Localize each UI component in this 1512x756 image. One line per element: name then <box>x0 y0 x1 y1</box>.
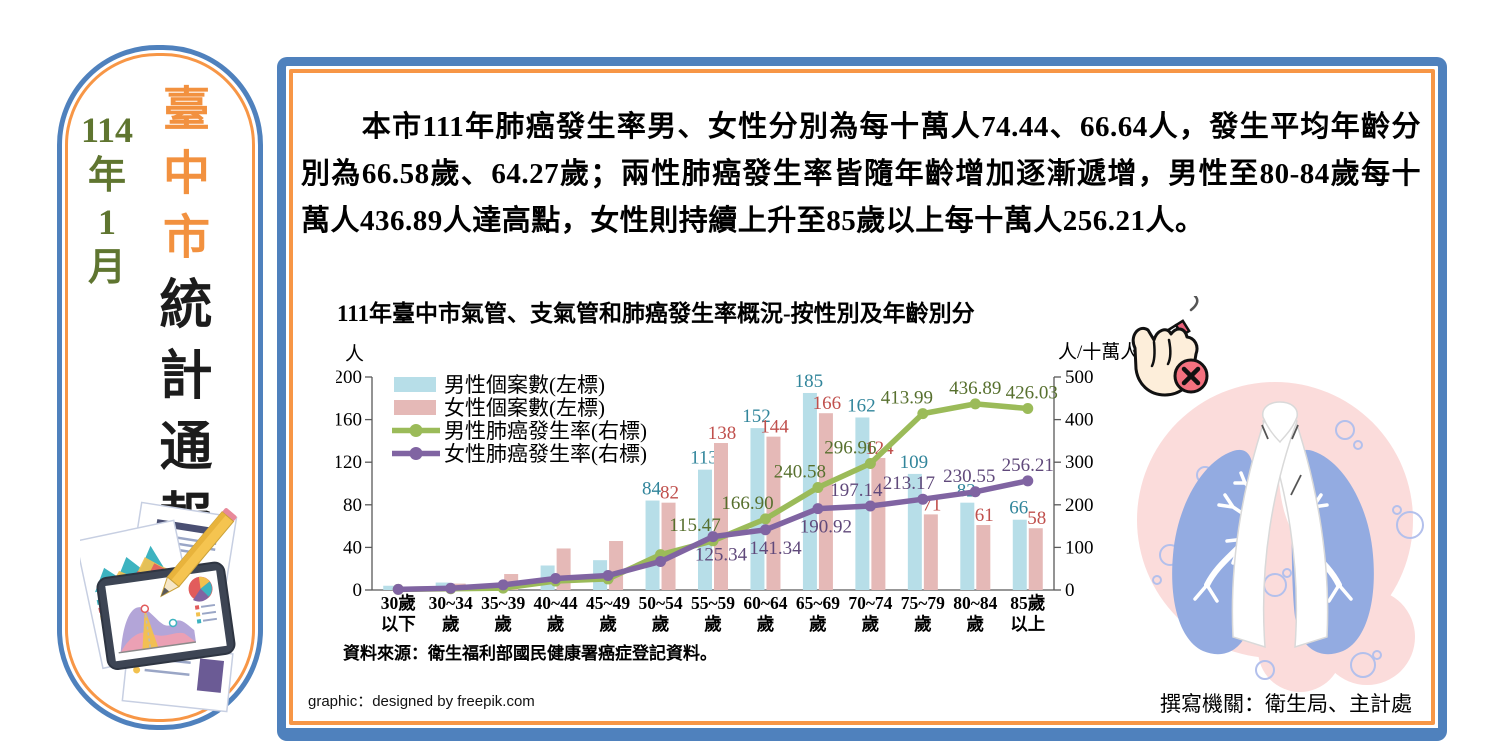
svg-text:256.21: 256.21 <box>1002 455 1054 476</box>
svg-text:歲: 歲 <box>809 614 827 634</box>
svg-text:40~44: 40~44 <box>534 593 578 613</box>
main-panel: 本市111年肺癌發生率男、女性分別為每十萬人74.44、66.64人，發生平均年… <box>277 57 1447 741</box>
combo-chart: 0 40 80 120 160 200 0 100 200 300 400 500 人 人/十萬人 84 11… <box>334 340 1151 650</box>
svg-text:0: 0 <box>353 580 363 601</box>
svg-text:144: 144 <box>760 417 789 438</box>
svg-text:歲: 歲 <box>967 614 985 634</box>
svg-text:200: 200 <box>1065 495 1094 516</box>
svg-text:70~74: 70~74 <box>848 593 892 613</box>
svg-text:162: 162 <box>847 395 876 416</box>
svg-text:84: 84 <box>642 479 662 500</box>
svg-text:113: 113 <box>690 448 718 469</box>
svg-text:200: 200 <box>336 367 362 388</box>
svg-text:109: 109 <box>900 452 929 473</box>
month-char: 月 <box>87 247 126 289</box>
svg-text:歲: 歲 <box>547 614 565 634</box>
svg-text:138: 138 <box>708 423 737 444</box>
svg-text:60~64: 60~64 <box>743 593 787 613</box>
svg-text:230.55: 230.55 <box>943 466 995 487</box>
svg-text:30歲: 30歲 <box>381 593 416 613</box>
svg-text:185: 185 <box>795 371 824 392</box>
city-name: 臺中市 <box>155 84 207 276</box>
svg-text:115.47: 115.47 <box>669 515 721 536</box>
svg-text:40: 40 <box>343 537 362 558</box>
svg-text:160: 160 <box>336 410 362 431</box>
svg-text:歲: 歲 <box>442 614 460 634</box>
svg-text:141.34: 141.34 <box>749 538 802 559</box>
svg-text:0: 0 <box>1065 580 1075 601</box>
svg-text:197.14: 197.14 <box>830 480 883 501</box>
chart-title: 111年臺中市氣管、支氣管和肺癌發生率概況-按性別及年齡別分 <box>337 301 975 326</box>
svg-text:125.34: 125.34 <box>695 545 748 566</box>
svg-text:500: 500 <box>1065 367 1094 388</box>
svg-text:300: 300 <box>1065 452 1094 473</box>
svg-text:45~49: 45~49 <box>586 593 630 613</box>
svg-text:男性個案數(左標): 男性個案數(左標) <box>444 373 605 397</box>
svg-text:女性個案數(左標): 女性個案數(左標) <box>444 396 605 420</box>
svg-text:85歲: 85歲 <box>1010 593 1045 613</box>
svg-text:124: 124 <box>865 438 894 459</box>
svg-text:歲: 歲 <box>652 614 670 634</box>
svg-text:100: 100 <box>1065 537 1094 558</box>
svg-text:66: 66 <box>1009 498 1028 519</box>
svg-text:35~39: 35~39 <box>481 593 525 613</box>
svg-text:75~79: 75~79 <box>901 593 945 613</box>
issue-year: 114 <box>80 110 133 150</box>
year-char: 年 <box>87 155 126 197</box>
svg-text:436.89: 436.89 <box>949 378 1001 399</box>
svg-text:以上: 以上 <box>1010 614 1045 634</box>
issue-month: 1 <box>98 202 116 242</box>
svg-text:213.17: 213.17 <box>883 473 935 494</box>
svg-text:296.96: 296.96 <box>824 437 876 458</box>
svg-text:50~54: 50~54 <box>638 593 682 613</box>
svg-text:55~59: 55~59 <box>691 593 735 613</box>
lungs-ribbon-illustration <box>1137 382 1424 692</box>
svg-text:400: 400 <box>1065 410 1094 431</box>
svg-text:120: 120 <box>336 452 362 473</box>
svg-text:65~69: 65~69 <box>796 593 840 613</box>
svg-text:190.92: 190.92 <box>800 517 852 538</box>
svg-text:歲: 歲 <box>862 614 880 634</box>
svg-text:240.58: 240.58 <box>774 462 826 483</box>
issue-date: 114 年 1 月 <box>76 112 138 287</box>
svg-text:152: 152 <box>742 406 771 427</box>
svg-text:歲: 歲 <box>704 614 722 634</box>
sidebar: 114 年 1 月 臺中市統計通報 <box>57 45 263 730</box>
svg-text:61: 61 <box>975 505 994 526</box>
source-note: 資料來源：衛生福利部國民健康署癌症登記資料。 <box>343 644 717 663</box>
svg-text:人/十萬人: 人/十萬人 <box>1058 341 1139 363</box>
svg-text:女性肺癌發生率(右標): 女性肺癌發生率(右標) <box>444 442 647 466</box>
bulletin-title: 臺中市統計通報 <box>152 84 210 560</box>
svg-text:166.90: 166.90 <box>721 493 773 514</box>
svg-text:歲: 歲 <box>757 614 775 634</box>
svg-text:80: 80 <box>343 495 362 516</box>
no-smoking-hand-icon <box>1131 296 1209 397</box>
svg-text:歲: 歲 <box>914 614 932 634</box>
svg-text:58: 58 <box>1027 508 1046 529</box>
svg-text:82: 82 <box>660 483 679 504</box>
svg-text:30~34: 30~34 <box>429 593 473 613</box>
graphic-credit: graphic：designed by freepik.com <box>308 693 535 710</box>
svg-text:80~84: 80~84 <box>953 593 997 613</box>
svg-text:男性肺癌發生率(右標): 男性肺癌發生率(右標) <box>444 419 647 443</box>
svg-text:歲: 歲 <box>599 614 617 634</box>
svg-text:人: 人 <box>345 343 364 365</box>
svg-text:426.03: 426.03 <box>1006 383 1058 404</box>
svg-text:413.99: 413.99 <box>881 388 933 409</box>
svg-text:以下: 以下 <box>381 614 416 634</box>
author-organizations: 撰寫機關：衛生局、主計處 <box>1160 692 1412 716</box>
summary-paragraph: 本市111年肺癌發生率男、女性分別為每十萬人74.44、66.64人，發生平均年… <box>301 111 1421 237</box>
svg-text:166: 166 <box>813 393 842 414</box>
svg-text:歲: 歲 <box>494 614 512 634</box>
charts-documents-illustration <box>80 501 238 713</box>
